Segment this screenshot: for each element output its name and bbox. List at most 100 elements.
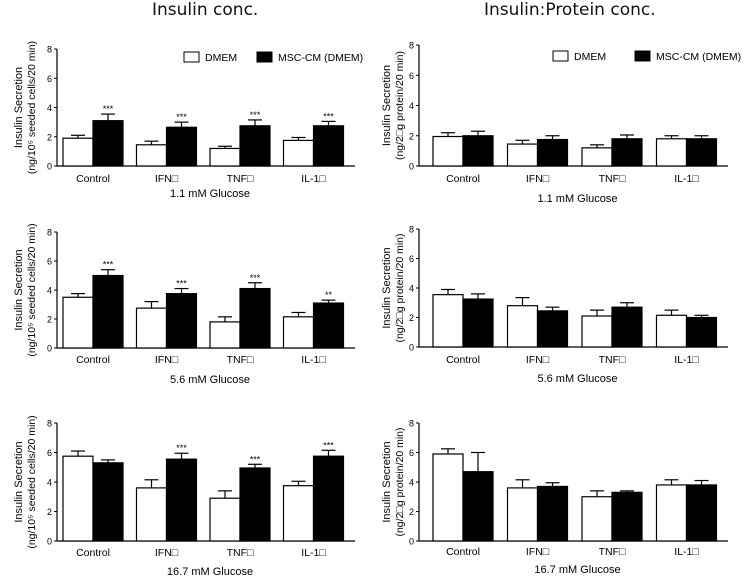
- significance-label: ***: [103, 260, 114, 270]
- category-label: TNF□: [599, 546, 626, 558]
- bar-msc-cm-1: [536, 310, 569, 348]
- y-tick-label: 4: [409, 478, 414, 488]
- y-axis-label: Insulin Secretion: [13, 67, 25, 148]
- chart-panel-right-5.6: 0 2 4 6 8 Insulin Secretion (ng/2□g protein/20…: [381, 225, 728, 385]
- bar-dmem-3: [282, 139, 315, 167]
- y-tick-label: 4: [47, 478, 52, 488]
- bar-msc-cm-1: [165, 293, 198, 349]
- y-axis-label: Insulin Secretion: [13, 441, 25, 522]
- significance-label: ***: [176, 279, 187, 289]
- category-label: IFN□: [526, 173, 550, 185]
- bar-dmem-2: [581, 496, 613, 542]
- y-tick-label: 2: [47, 132, 52, 142]
- y-tick-label: 6: [47, 257, 52, 267]
- chart-panel-left-1.1: 0 2 4 6 8 Insulin Secretion (ng/10⁵ seeded cel…: [13, 41, 363, 200]
- legend-swatch-dmem: [183, 51, 200, 63]
- y-axis-label-units: (ng/10⁵ seeded cells/20 min): [26, 415, 38, 548]
- bar-dmem-0: [62, 296, 94, 349]
- category-label: Control: [76, 173, 110, 185]
- bar-dmem-2: [581, 147, 613, 167]
- y-axis-label: Insulin Secretion: [381, 247, 393, 328]
- y-tick-label: 8: [47, 419, 52, 429]
- y-axis-label-units: (ng/2□g protein/20 min): [394, 233, 406, 342]
- category-label: Control: [76, 547, 110, 559]
- category-label: TNF□: [227, 173, 254, 185]
- category-label: Control: [446, 546, 480, 558]
- bar-msc-cm-0: [92, 462, 124, 542]
- y-tick-label: 0: [409, 537, 414, 547]
- legend-label-msc-cm: MSC-CM (DMEM): [278, 52, 363, 64]
- category-label: IFN□: [155, 173, 179, 185]
- bar-msc-cm-0: [92, 120, 124, 167]
- bar-dmem-2: [209, 321, 241, 349]
- x-axis-label: 1.1 mM Glucose: [537, 193, 617, 205]
- category-label: Control: [446, 354, 480, 366]
- bar-msc-cm-0: [92, 274, 124, 349]
- x-axis-label: 16.7 mM Glucose: [534, 564, 620, 576]
- y-tick-label: 6: [47, 448, 52, 458]
- legend: DMEM MSC-CM (DMEM): [552, 50, 741, 63]
- bar-dmem-1: [135, 307, 168, 349]
- y-tick-label: 6: [409, 254, 414, 264]
- x-axis-label: 5.6 mM Glucose: [170, 374, 250, 386]
- bar-msc-cm-1: [165, 458, 198, 542]
- y-tick-label: 4: [409, 284, 414, 294]
- column-title-insulin-protein-conc: Insulin:Protein conc.: [484, 0, 656, 20]
- bar-msc-cm-2: [239, 125, 271, 167]
- y-tick-label: 0: [47, 537, 52, 547]
- y-tick-label: 8: [409, 419, 414, 429]
- bar-msc-cm-2: [611, 491, 643, 542]
- bar-msc-cm-0: [462, 471, 494, 542]
- bar-msc-cm-3: [685, 138, 718, 167]
- chart-panel-right-1.1: 0 2 4 6 8 Insulin Secretion (ng/2□g protein/20…: [381, 41, 741, 206]
- legend-swatch-msc-cm: [634, 50, 651, 62]
- bar-msc-cm-3: [312, 302, 345, 349]
- legend-label-dmem: DMEM: [574, 51, 606, 63]
- bar-dmem-0: [62, 455, 94, 542]
- category-label: IFN□: [526, 354, 550, 366]
- bar-dmem-0: [62, 137, 94, 167]
- significance-label: ***: [250, 454, 261, 464]
- chart-panel-right-16.7: 0 2 4 6 8 Insulin Secretion (ng/2□g protein/20…: [381, 419, 728, 576]
- y-tick-label: 0: [47, 344, 52, 354]
- bar-msc-cm-2: [239, 467, 271, 542]
- x-axis-label: 16.7 mM Glucose: [167, 566, 253, 578]
- y-tick-label: 8: [409, 225, 414, 235]
- significance-label: ***: [323, 440, 334, 450]
- significance-label: ***: [250, 110, 261, 120]
- category-label: IL-1□: [674, 173, 699, 185]
- legend-swatch-msc-cm: [256, 51, 273, 63]
- category-label: TNF□: [599, 173, 626, 185]
- category-label: IFN□: [155, 354, 179, 366]
- bar-dmem-3: [282, 485, 315, 542]
- bar-dmem-1: [506, 487, 539, 542]
- y-tick-label: 2: [409, 313, 414, 323]
- bar-msc-cm-3: [312, 125, 345, 167]
- y-tick-label: 6: [409, 71, 414, 81]
- category-label: IL-1□: [301, 547, 326, 559]
- bar-msc-cm-2: [611, 306, 643, 348]
- y-tick-label: 6: [47, 74, 52, 84]
- bar-msc-cm-3: [685, 316, 718, 348]
- bar-msc-cm-1: [536, 138, 569, 167]
- bar-msc-cm-2: [239, 287, 271, 349]
- bar-dmem-3: [655, 138, 688, 167]
- bar-dmem-0: [432, 294, 464, 348]
- bar-dmem-1: [506, 143, 539, 167]
- category-label: Control: [446, 173, 480, 185]
- category-label: Control: [76, 354, 110, 366]
- category-label: TNF□: [227, 354, 254, 366]
- category-label: TNF□: [227, 547, 254, 559]
- category-label: IFN□: [155, 547, 179, 559]
- y-tick-label: 0: [409, 162, 414, 172]
- chart-panel-left-16.7: 0 2 4 6 8 Insulin Secretion (ng/10⁵ seeded cel…: [13, 415, 355, 578]
- bar-dmem-3: [655, 484, 688, 542]
- legend-swatch-dmem: [552, 50, 569, 62]
- category-label: IFN□: [526, 546, 550, 558]
- y-tick-label: 8: [47, 228, 52, 238]
- significance-label: ***: [103, 104, 114, 114]
- y-tick-label: 6: [409, 448, 414, 458]
- y-tick-label: 2: [47, 315, 52, 325]
- category-label: IL-1□: [301, 354, 326, 366]
